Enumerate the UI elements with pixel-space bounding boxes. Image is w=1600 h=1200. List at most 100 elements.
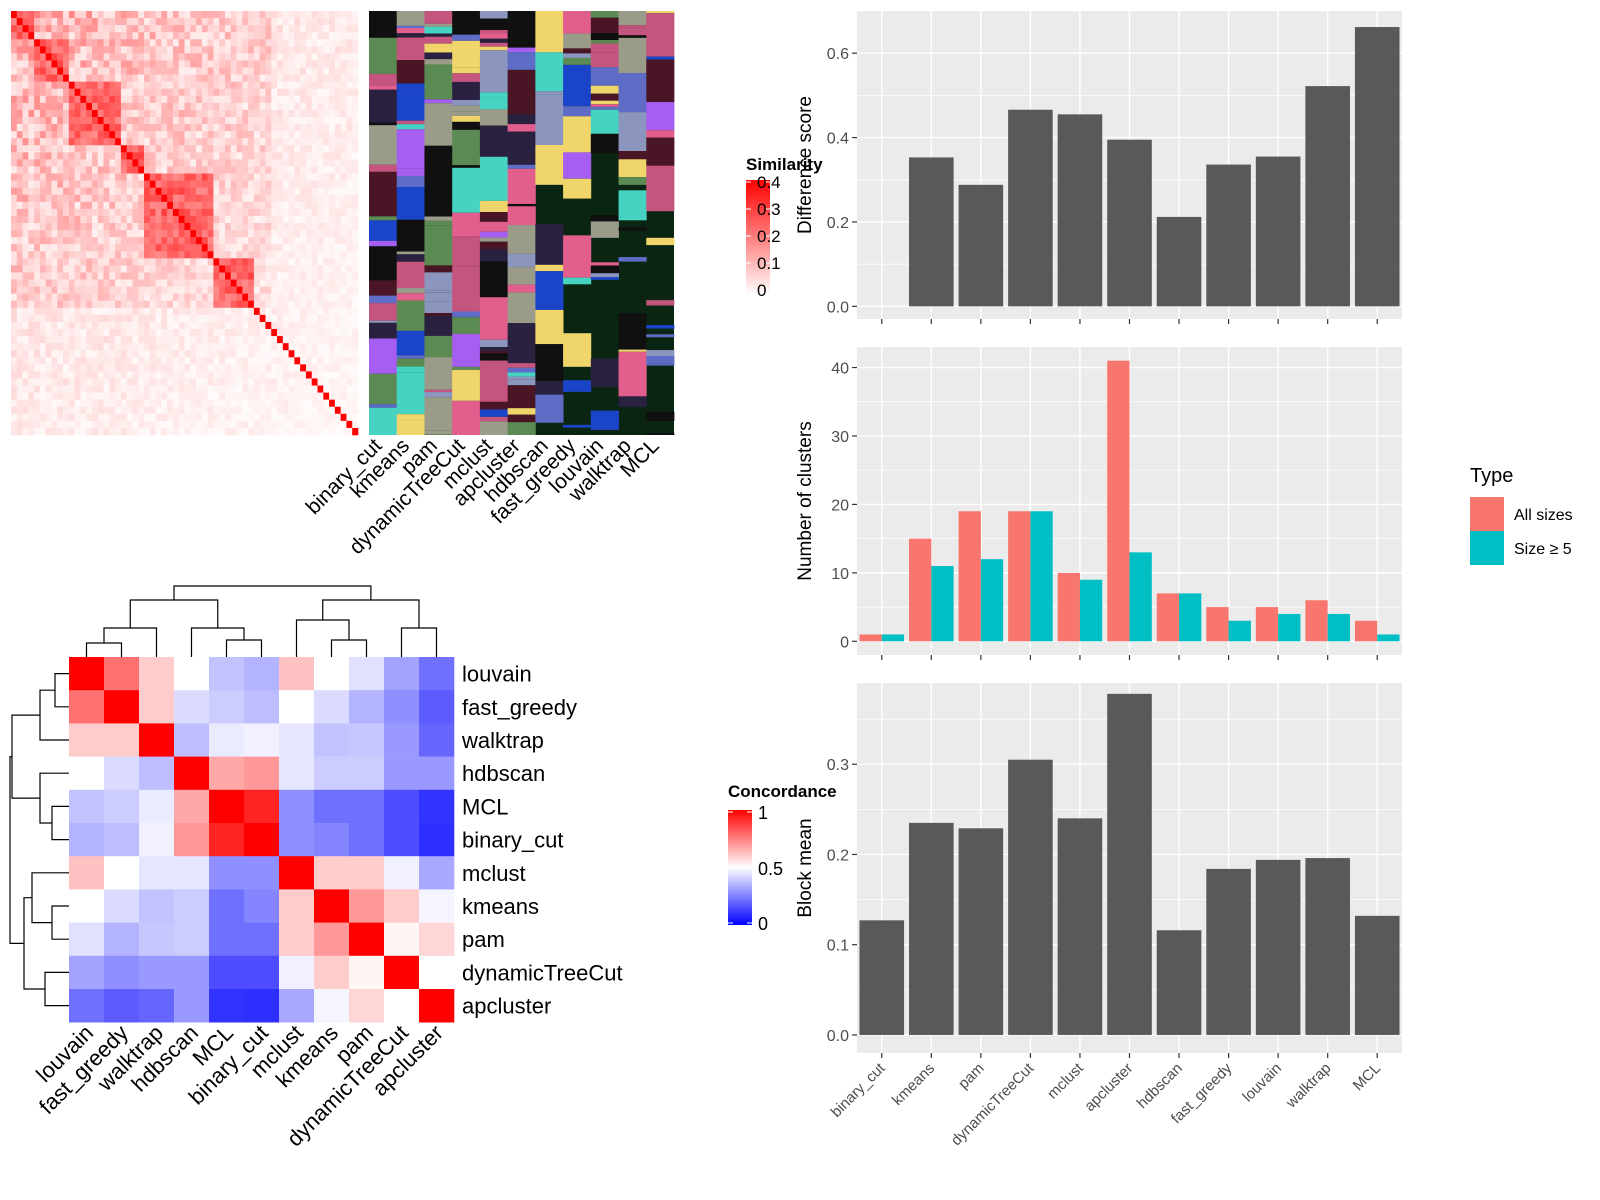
similarity-cell	[11, 286, 18, 294]
similarity-cell	[63, 413, 70, 422]
similarity-cell	[219, 102, 226, 111]
similarity-cell	[68, 109, 75, 118]
similarity-cell	[190, 95, 197, 104]
similarity-cell	[248, 420, 255, 429]
similarity-cell	[155, 258, 162, 266]
similarity-cell	[63, 39, 70, 47]
similarity-cell	[265, 420, 272, 429]
similarity-cell	[16, 329, 23, 337]
similarity-cell	[97, 138, 104, 146]
similarity-cell	[346, 187, 353, 196]
similarity-cell	[230, 321, 237, 330]
similarity-cell	[167, 286, 174, 294]
similarity-cell	[91, 371, 99, 379]
similarity-cell	[86, 223, 93, 231]
similarity-cell	[16, 371, 23, 379]
similarity-cell	[16, 272, 23, 280]
similarity-cell	[346, 399, 353, 408]
similarity-cell	[109, 194, 116, 203]
similarity-cell	[115, 258, 122, 266]
similarity-cell	[161, 350, 168, 358]
similarity-cell	[86, 336, 93, 344]
similarity-cell	[277, 392, 284, 400]
similarity-cell	[300, 166, 307, 174]
similarity-cell	[155, 336, 162, 344]
similarity-cell	[57, 244, 64, 252]
similarity-cell	[86, 166, 93, 174]
similarity-cell	[259, 25, 266, 33]
assignment-segment	[396, 129, 425, 169]
concordance-cell	[174, 922, 210, 957]
similarity-cell	[259, 314, 266, 323]
similarity-cell	[74, 95, 81, 104]
similarity-cell	[144, 131, 151, 139]
similarity-cell	[201, 53, 208, 61]
similarity-cell	[277, 329, 284, 337]
assignment-segment	[369, 280, 398, 296]
similarity-cell	[120, 145, 127, 153]
similarity-cell	[91, 307, 99, 316]
similarity-cell	[57, 46, 64, 54]
similarity-cell	[323, 364, 330, 372]
similarity-cell	[300, 265, 307, 273]
similarity-cell	[340, 145, 347, 153]
assignment-segment	[396, 293, 425, 301]
similarity-cell	[138, 173, 145, 181]
similarity-cell	[86, 109, 93, 118]
similarity-cell	[63, 279, 70, 287]
bar	[1008, 109, 1053, 307]
similarity-cell	[80, 378, 87, 386]
similarity-cell	[167, 102, 174, 111]
similarity-cell	[305, 95, 313, 104]
similarity-cell	[259, 117, 266, 125]
similarity-cell	[277, 74, 284, 82]
assignment-segment	[452, 129, 481, 166]
assignment-segment	[618, 349, 647, 352]
similarity-cell	[248, 251, 255, 259]
similarity-cell	[224, 321, 232, 330]
similarity-cell	[115, 392, 122, 400]
similarity-cell	[172, 117, 180, 125]
similarity-cell	[323, 343, 330, 351]
similarity-cell	[57, 427, 64, 436]
assignment-segment	[618, 396, 647, 407]
similarity-cell	[161, 95, 168, 104]
concordance-cell	[279, 922, 315, 957]
similarity-cell	[16, 364, 23, 372]
similarity-cell	[236, 258, 243, 266]
similarity-cell	[39, 230, 46, 238]
similarity-cell	[248, 18, 255, 26]
similarity-cell	[103, 399, 110, 408]
similarity-cell	[265, 18, 272, 26]
similarity-cell	[28, 173, 35, 181]
similarity-cell	[74, 258, 81, 266]
similarity-cell	[22, 406, 29, 415]
similarity-cell	[300, 343, 307, 351]
similarity-cell	[126, 138, 133, 146]
similarity-cell	[282, 237, 289, 245]
assignment-segment	[369, 322, 398, 339]
similarity-cell	[311, 95, 318, 104]
similarity-cell	[68, 413, 75, 422]
similarity-cell	[132, 307, 139, 316]
similarity-cell	[277, 124, 284, 132]
similarity-cell	[224, 159, 232, 167]
similarity-cell	[352, 53, 359, 61]
similarity-cell	[288, 159, 295, 167]
similarity-cell	[277, 258, 284, 266]
similarity-cell	[224, 18, 232, 26]
similarity-cell	[334, 392, 341, 400]
similarity-cell	[329, 138, 336, 146]
similarity-cell	[97, 46, 104, 54]
similarity-cell	[91, 25, 99, 33]
similarity-cell	[248, 350, 255, 358]
similarity-cell	[103, 152, 110, 160]
similarity-cell	[120, 46, 127, 54]
type-legend-title: Type	[1470, 465, 1513, 487]
similarity-cell	[294, 343, 301, 351]
similarity-cell	[109, 18, 116, 26]
similarity-cell	[74, 152, 81, 160]
similarity-cell	[253, 286, 260, 294]
similarity-cell	[329, 124, 336, 132]
assignment-segment	[424, 220, 453, 226]
